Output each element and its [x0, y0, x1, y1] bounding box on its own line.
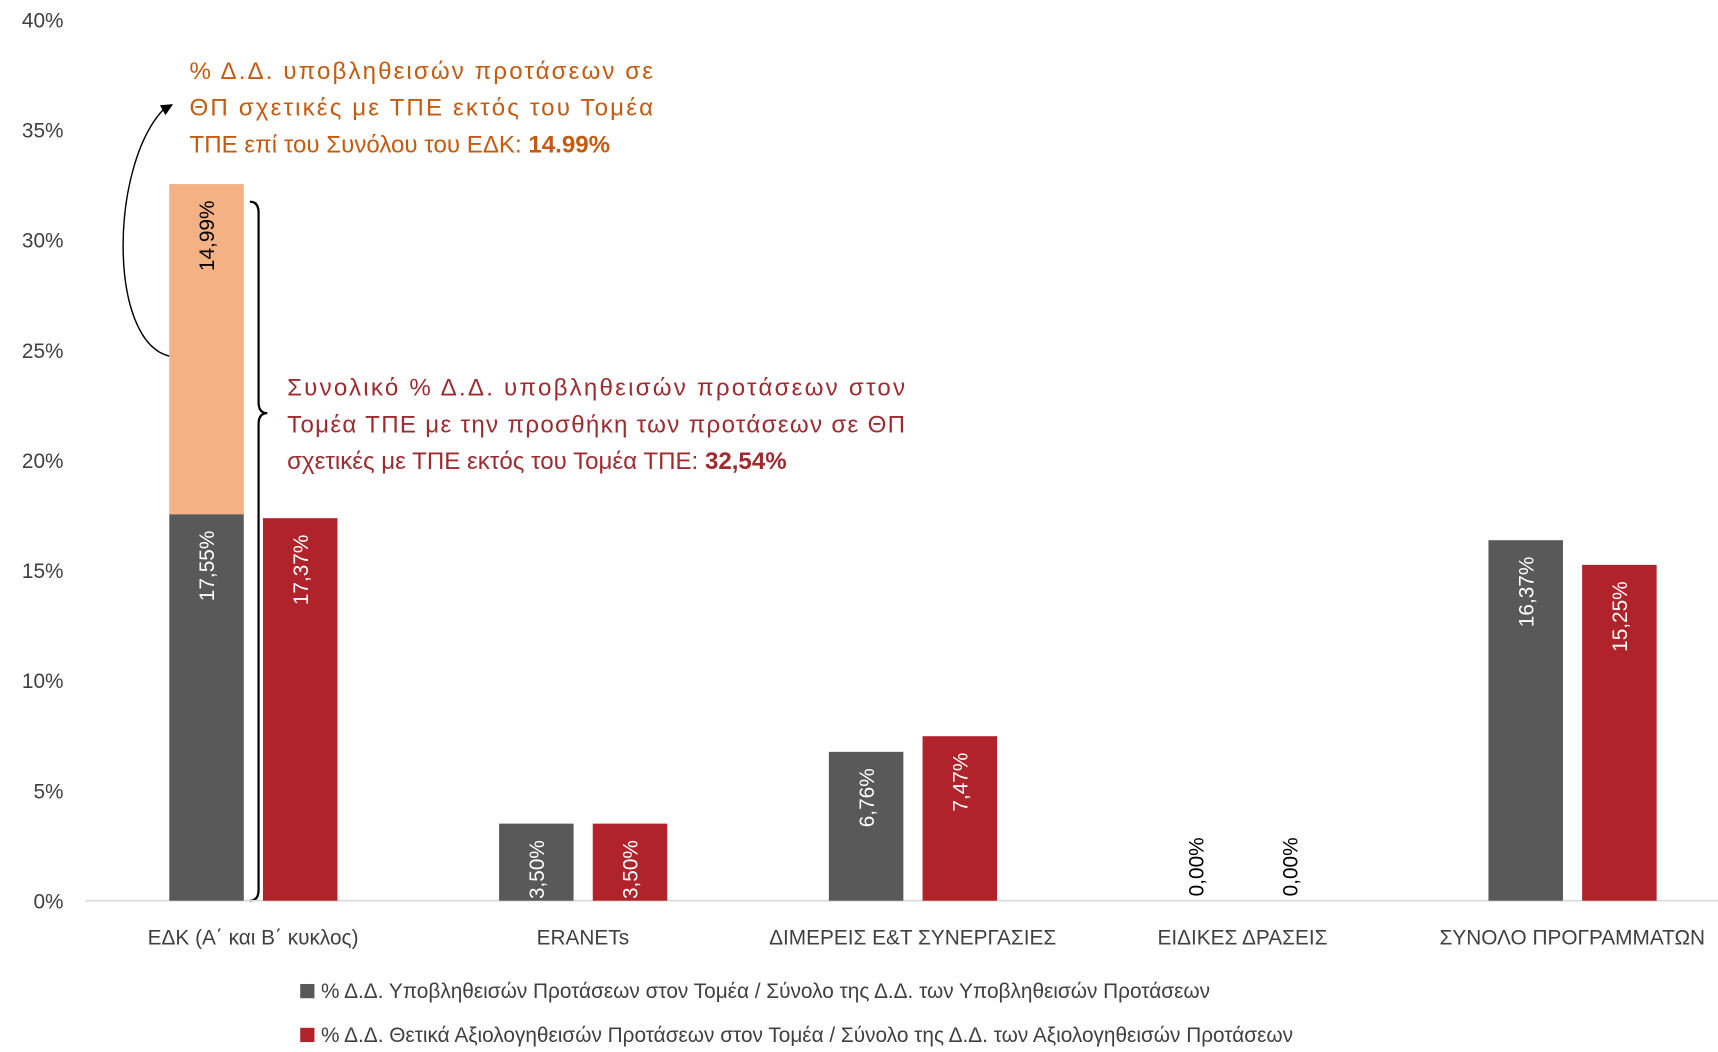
x-tick-label: ΔΙΜΕΡΕΙΣ Ε&Τ ΣΥΝΕΡΓΑΣΙΕΣ: [769, 927, 1056, 950]
data-label: 17,37%: [290, 535, 313, 606]
x-tick-label: ERANETs: [537, 927, 629, 950]
annotation: Συνολικό % Δ.Δ. υποβληθεισών προτάσεων σ…: [287, 375, 905, 402]
y-tick-label: 5%: [33, 780, 63, 803]
data-label: 15,25%: [1609, 581, 1632, 652]
legend-label: % Δ.Δ. Θετικά Αξιολογηθεισών Προτάσεων σ…: [321, 1024, 1293, 1047]
x-tick-label: ΣΥΝΟΛΟ ΠΡΟΓΡΑΜΜΑΤΩΝ: [1440, 927, 1706, 950]
data-label: 0,00%: [1186, 837, 1209, 896]
legend-swatch: [300, 983, 315, 999]
arrow: [122, 108, 170, 357]
y-tick-label: 20%: [22, 450, 64, 473]
data-label: 14,99%: [196, 201, 219, 272]
annotation-text: ΤΠΕ επί του Συνόλου του ΕΔΚ:: [190, 131, 529, 158]
bar: [828, 751, 904, 901]
bar: [169, 514, 244, 901]
bar: [592, 823, 668, 901]
y-tick-label: 10%: [22, 670, 64, 693]
x-tick-label: ΕΔΚ (Α΄ και Β΄ κυκλος): [148, 927, 359, 950]
y-tick-label: 30%: [22, 230, 64, 253]
y-tick-label: 35%: [22, 120, 64, 143]
data-label: 16,37%: [1515, 557, 1538, 628]
x-tick-label: ΕΙΔΙΚΕΣ ΔΡΑΣΕΙΣ: [1157, 927, 1327, 950]
annotation-bold: 32,54%: [705, 448, 787, 475]
bar: [499, 823, 574, 901]
annotation-bold: 14.99%: [528, 131, 610, 158]
annotation: ΤΠΕ επί του Συνόλου του ΕΔΚ: 14.99%: [190, 131, 611, 158]
bar: [169, 184, 244, 515]
bar: [922, 736, 998, 901]
data-label: 3,50%: [620, 840, 643, 899]
y-tick-label: 0%: [33, 890, 63, 913]
y-tick-label: 15%: [22, 560, 64, 583]
legend-swatch: [300, 1027, 315, 1043]
annotation: ΘΠ σχετικές με ΤΠΕ εκτός του Τομέα: [190, 95, 654, 122]
arrow-head: [159, 104, 174, 116]
data-label: 7,47%: [949, 753, 972, 812]
data-label: 3,50%: [526, 840, 549, 899]
bar: [262, 518, 338, 901]
annotation-text: σχετικές με ΤΠΕ εκτός του Τομέα ΤΠΕ:: [287, 448, 705, 475]
annotation: Τομέα ΤΠΕ με την προσθήκη των προτάσεων …: [287, 411, 905, 438]
bar: [1488, 540, 1563, 901]
data-label: 0,00%: [1279, 837, 1302, 896]
brace: [249, 200, 268, 902]
annotation: % Δ.Δ. υποβληθεισών προτάσεων σε: [190, 58, 654, 85]
legend-label: % Δ.Δ. Υποβληθεισών Προτάσεων στον Τομέα…: [321, 980, 1210, 1003]
annotation: σχετικές με ΤΠΕ εκτός του Τομέα ΤΠΕ: 32,…: [287, 448, 787, 475]
bar: [1582, 564, 1657, 901]
data-label: 6,76%: [856, 768, 879, 827]
y-tick-label: 40%: [22, 9, 64, 32]
y-tick-label: 25%: [22, 340, 64, 363]
data-label: 17,55%: [196, 531, 219, 602]
